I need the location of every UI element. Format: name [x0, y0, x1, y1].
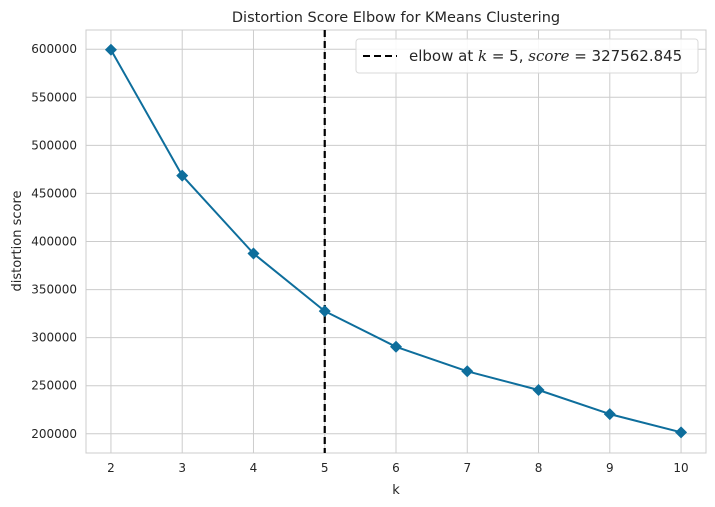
legend-box — [355, 38, 699, 74]
x-tick-label: 8 — [535, 461, 543, 475]
x-tick-label: 9 — [606, 461, 614, 475]
data-point-marker — [176, 169, 189, 182]
data-point-marker — [104, 43, 117, 56]
legend-elbow-label: elbow at k = 5, score = 327562.845 — [409, 47, 682, 65]
x-tick-label: 4 — [250, 461, 258, 475]
x-tick-label: 7 — [463, 461, 471, 475]
y-axis-label: distortion score — [10, 191, 25, 292]
series-layer — [104, 43, 688, 439]
data-point-marker — [675, 426, 688, 439]
y-tick-label: 550000 — [31, 90, 77, 104]
chart-title: Distortion Score Elbow for KMeans Cluste… — [232, 10, 560, 26]
x-axis-label: k — [392, 483, 400, 498]
x-tick-label: 2 — [107, 461, 115, 475]
y-tick-label: 250000 — [31, 379, 77, 393]
data-point-marker — [603, 408, 616, 421]
x-tick-label: 10 — [673, 461, 688, 475]
y-tick-label: 400000 — [31, 235, 77, 249]
x-tick-label: 6 — [392, 461, 400, 475]
legend: elbow at k = 5, score = 327562.845 — [355, 38, 699, 74]
y-tick-label: 350000 — [31, 283, 77, 297]
y-tick-label: 600000 — [31, 42, 77, 56]
data-point-marker — [247, 247, 260, 260]
y-tick-label: 300000 — [31, 331, 77, 345]
y-tick-label: 450000 — [31, 186, 77, 200]
data-point-marker — [390, 340, 402, 353]
tick-labels: 2 3 4 5 6 7 8 9 10 200000 250000 300000 350000 400000… — [31, 42, 689, 475]
data-point-marker — [461, 365, 474, 378]
y-tick-label: 500000 — [31, 138, 77, 152]
data-point-marker — [532, 384, 545, 397]
x-tick-label: 3 — [178, 461, 186, 475]
y-tick-label: 200000 — [31, 427, 77, 441]
x-tick-label: 5 — [321, 461, 329, 475]
data-point-marker — [318, 305, 331, 318]
